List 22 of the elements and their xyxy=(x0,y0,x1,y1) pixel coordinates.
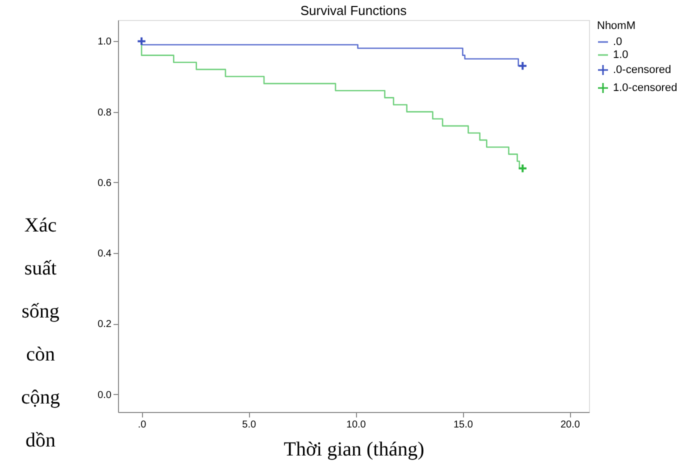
y-tick-label: 0.8 xyxy=(98,107,112,118)
x-tick-label: 5.0 xyxy=(242,420,256,430)
x-tick-label: .0 xyxy=(138,420,147,430)
point xyxy=(518,61,528,71)
y-tick-label: 0.2 xyxy=(98,319,112,330)
y-axis-title: Xác suất sống còn cộng dồn xyxy=(21,214,60,452)
y-tick-label: 0.0 xyxy=(98,390,112,401)
legend-label: 1.0-censored xyxy=(613,82,678,94)
legend-title: NhomM xyxy=(597,20,636,32)
legend-label: 1.0 xyxy=(613,49,628,61)
x-axis-title: Thời gian (tháng) xyxy=(284,438,424,460)
x-tick-label: 10.0 xyxy=(346,420,366,430)
y-tick-label: 0.6 xyxy=(98,178,112,189)
x-tick-label: 20.0 xyxy=(560,420,580,430)
y-tick-label: 1.0 xyxy=(98,36,112,48)
chart-title: Survival Functions xyxy=(300,3,408,18)
x-tick-label: 15.0 xyxy=(453,420,474,430)
y-tick-label: 0.4 xyxy=(98,248,112,260)
point xyxy=(136,36,146,46)
legend-label: .0-censored xyxy=(613,64,672,76)
legend-label: .0 xyxy=(613,36,622,48)
point xyxy=(518,163,528,174)
